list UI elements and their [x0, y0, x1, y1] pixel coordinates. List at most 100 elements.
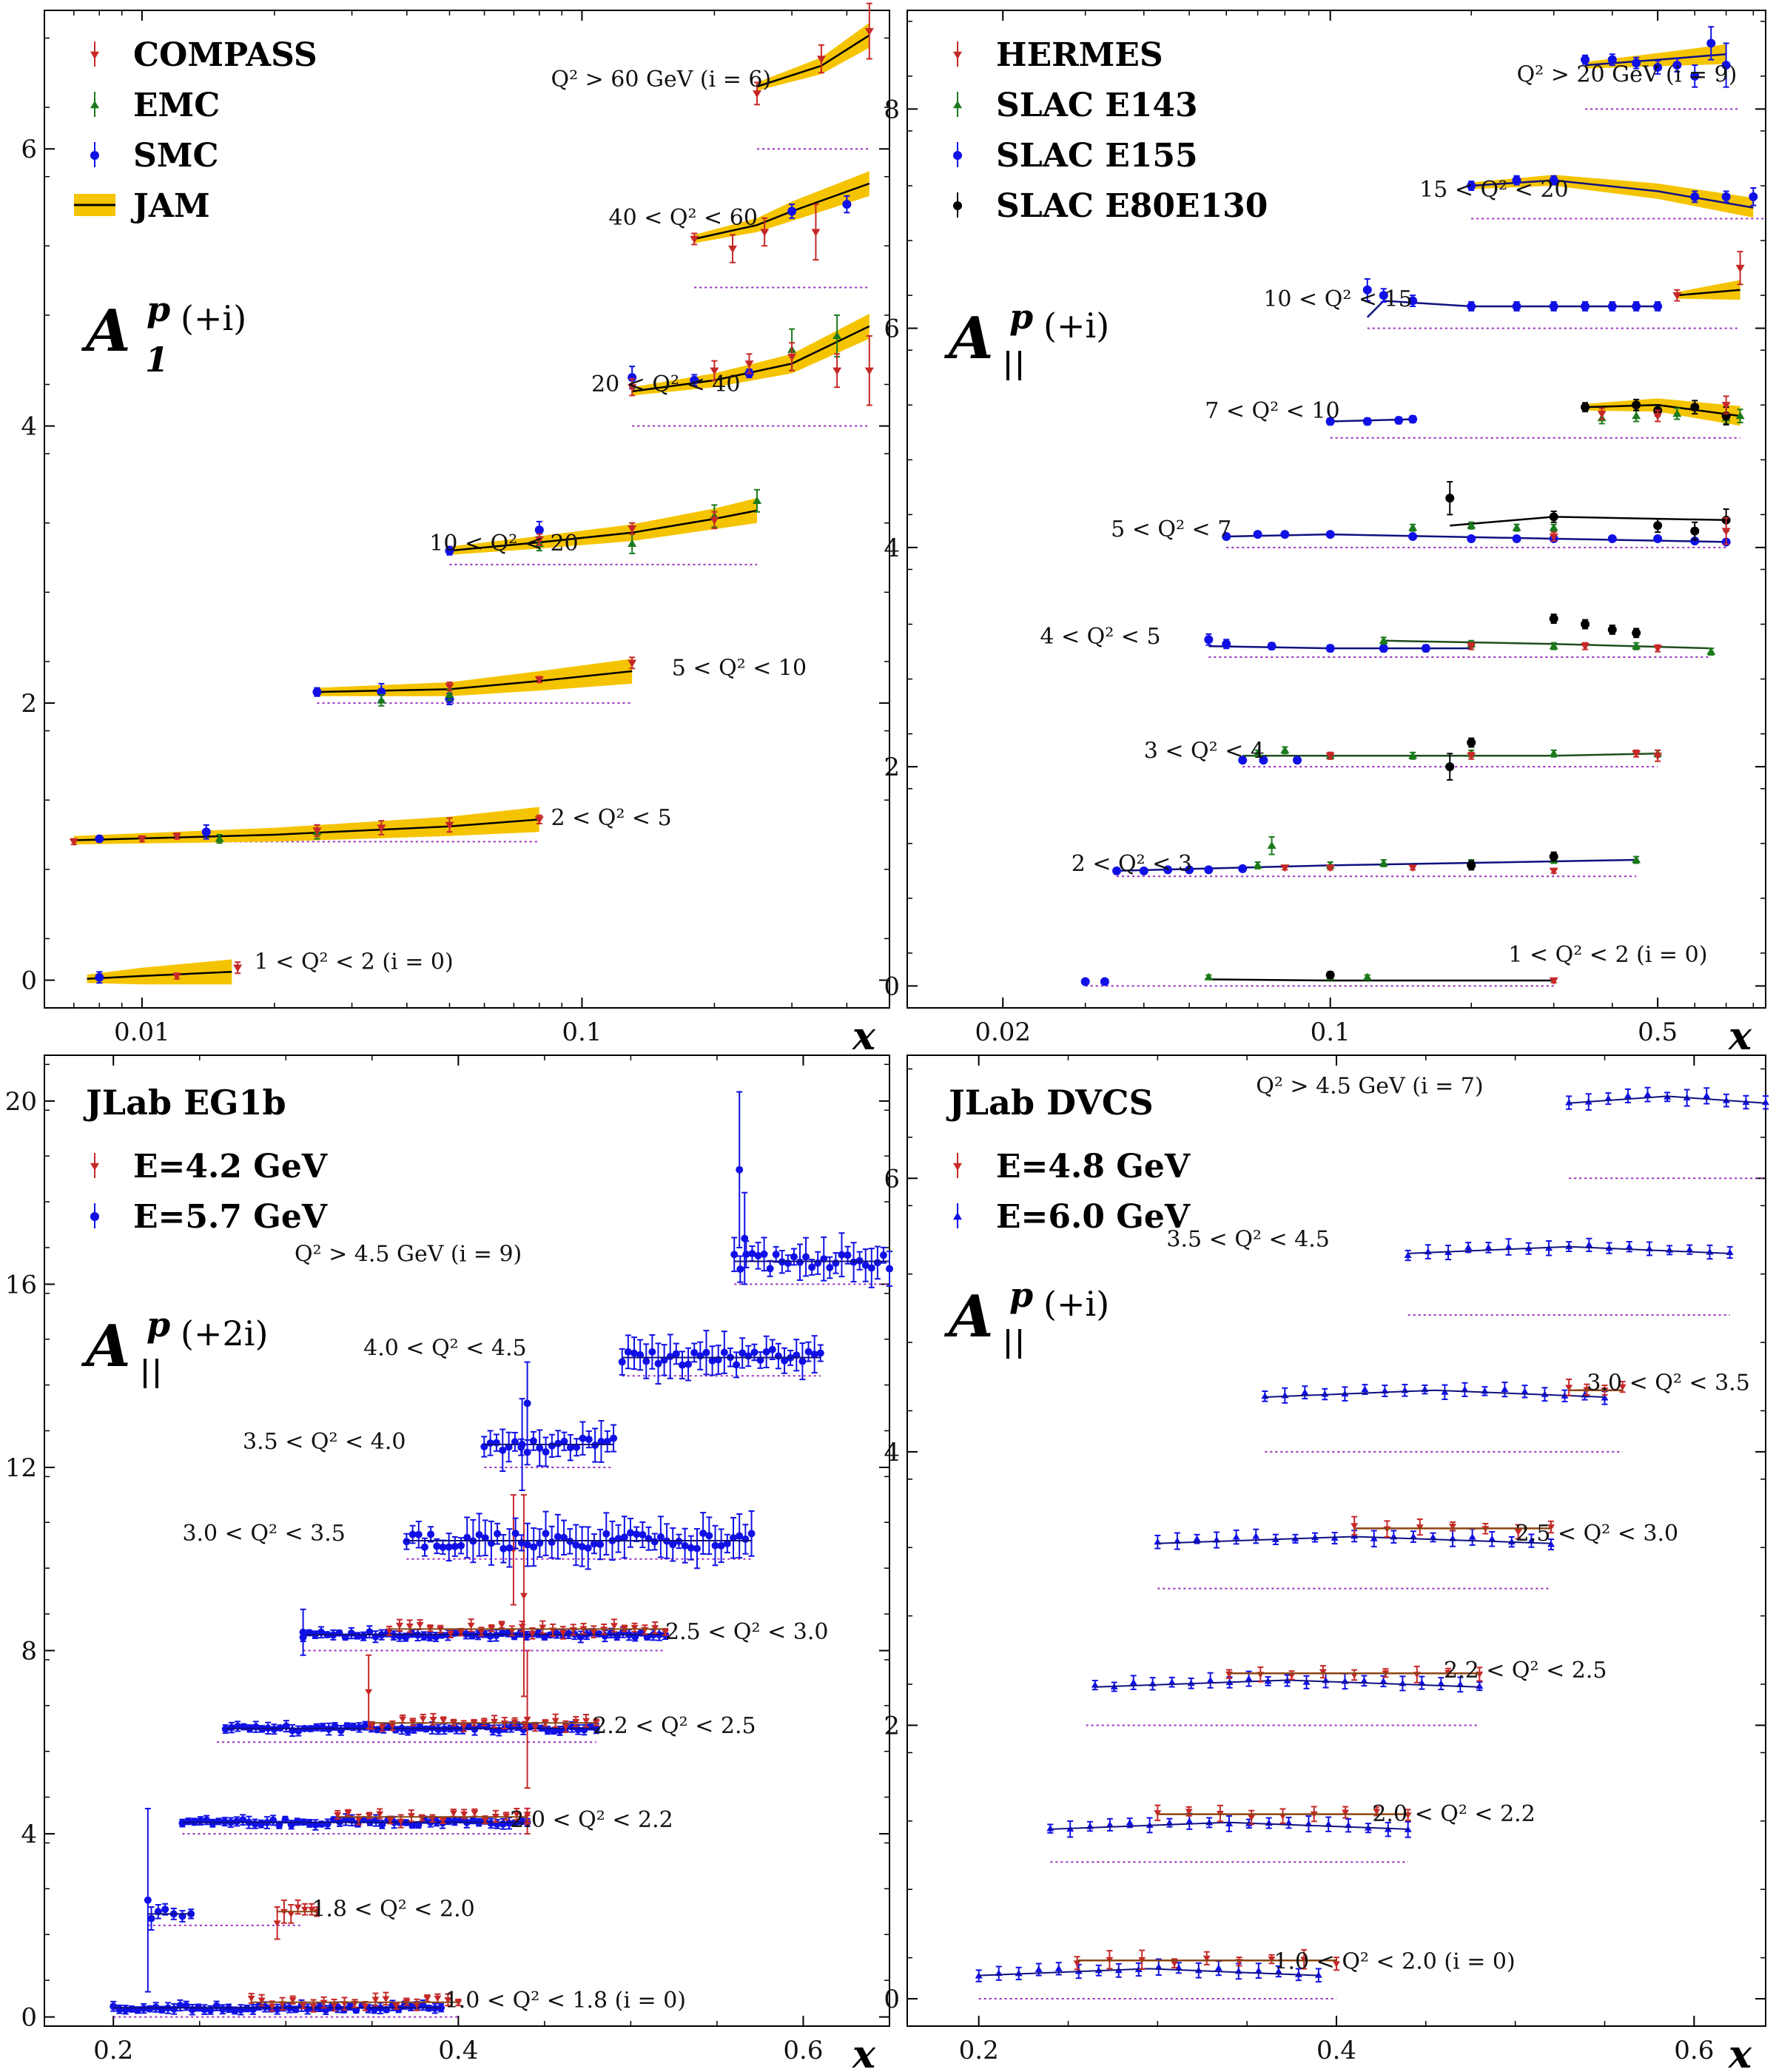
data-point: [1394, 416, 1404, 426]
y-tick-label: 16: [5, 1270, 37, 1299]
legend-entry: E=4.8 GeV: [953, 1148, 1191, 1185]
data-point: [209, 1819, 217, 1827]
x-tick-label: 0.6: [783, 2036, 823, 2065]
data-point: [953, 1163, 962, 1171]
theory-curve: [1471, 179, 1754, 209]
data-point: [289, 1997, 297, 2004]
data-point: [444, 1997, 452, 2004]
data-point: [796, 1258, 804, 1266]
observable-offset: (+i): [1043, 306, 1109, 346]
theory-curve: [1265, 1389, 1605, 1398]
bin-label: 2.5 < Q² < 3.0: [1516, 1521, 1678, 1547]
data-point: [790, 1253, 798, 1261]
data-point: [1541, 1390, 1549, 1397]
x-tick-label: 0.2: [959, 2036, 999, 2065]
data-point: [1267, 642, 1276, 651]
data-point: [1464, 1243, 1473, 1251]
data-point: [590, 1540, 598, 1548]
bin-label: 2 < Q² < 5: [551, 805, 671, 831]
data-point: [1585, 1241, 1593, 1248]
data-point: [247, 1995, 255, 2002]
data-point: [508, 1628, 516, 1635]
data-point: [1259, 756, 1268, 765]
data-point: [323, 1820, 332, 1828]
q2-bin: 1.8 < Q² < 2.0: [144, 1808, 475, 1993]
data-point: [1253, 749, 1262, 757]
data-point: [1325, 1820, 1333, 1827]
data-point: [628, 539, 637, 548]
bin-label: Q² > 4.5 GeV (i = 9): [295, 1241, 522, 1267]
data-point: [1325, 864, 1335, 872]
theory-curve: [1050, 1821, 1408, 1830]
data-point: [975, 1972, 983, 1979]
data-point: [810, 1350, 818, 1359]
data-point: [953, 1212, 962, 1220]
data-point: [573, 1443, 581, 1451]
legend-entry: E=5.7 GeV: [90, 1198, 328, 1236]
data-point: [477, 1629, 485, 1635]
data-point: [1202, 1955, 1211, 1962]
data-point: [1280, 530, 1290, 539]
theory-curve: [1585, 53, 1726, 67]
data-point: [519, 1592, 528, 1600]
data-point: [1468, 1533, 1476, 1540]
data-point: [710, 367, 719, 375]
data-point: [1301, 1388, 1309, 1396]
data-point: [434, 1995, 442, 2002]
data-point: [953, 101, 962, 109]
uncertainty-band: [449, 498, 757, 555]
theory-curve: [978, 1968, 1319, 1977]
data-point: [300, 1906, 309, 1914]
data-point: [1441, 1388, 1449, 1395]
y-tick-label: 12: [5, 1453, 37, 1483]
data-point: [1504, 1242, 1513, 1250]
data-point: [753, 90, 762, 98]
data-point: [1238, 864, 1248, 873]
data-point: [669, 1541, 677, 1549]
data-point: [753, 496, 762, 504]
data-point: [1467, 181, 1476, 191]
data-point: [505, 1819, 514, 1827]
data-point: [233, 1817, 241, 1826]
data-point: [523, 1822, 531, 1829]
data-point: [548, 1538, 556, 1547]
data-point: [1408, 296, 1418, 306]
data-point: [844, 1251, 852, 1259]
data-point: [1762, 1098, 1769, 1106]
data-point: [413, 2002, 421, 2009]
data-point: [1194, 1966, 1202, 1974]
data-point: [90, 151, 99, 160]
data-point: [201, 827, 211, 837]
data-point: [392, 2003, 400, 2010]
legend-label: HERMES: [996, 36, 1163, 74]
observable-superscript: p: [147, 1305, 170, 1345]
data-point: [1672, 61, 1682, 70]
data-point: [1721, 61, 1731, 70]
data-point: [1126, 1819, 1134, 1826]
panel-title: JLab DVCS: [946, 1083, 1154, 1123]
data-point: [433, 1542, 441, 1550]
data-point: [440, 1718, 448, 1724]
data-point: [1581, 301, 1590, 311]
data-point: [705, 1532, 713, 1540]
data-point: [1408, 864, 1418, 872]
data-point: [554, 1439, 562, 1447]
data-point: [445, 683, 454, 691]
data-point: [1408, 532, 1418, 542]
data-point: [299, 1628, 307, 1636]
data-point: [816, 1349, 824, 1357]
x-axis-label: x: [1728, 1014, 1752, 1059]
y-tick-label: 0: [21, 2003, 37, 2033]
data-point: [1379, 291, 1388, 300]
legend-label: COMPASS: [133, 36, 317, 74]
data-point: [1527, 1537, 1536, 1544]
data-point: [95, 972, 104, 982]
data-point: [1204, 972, 1214, 980]
data-point: [281, 1815, 289, 1823]
data-point: [711, 1541, 719, 1550]
data-point: [560, 1437, 568, 1445]
data-point: [1488, 1535, 1496, 1542]
data-point: [69, 838, 78, 847]
data-point: [414, 1530, 423, 1538]
